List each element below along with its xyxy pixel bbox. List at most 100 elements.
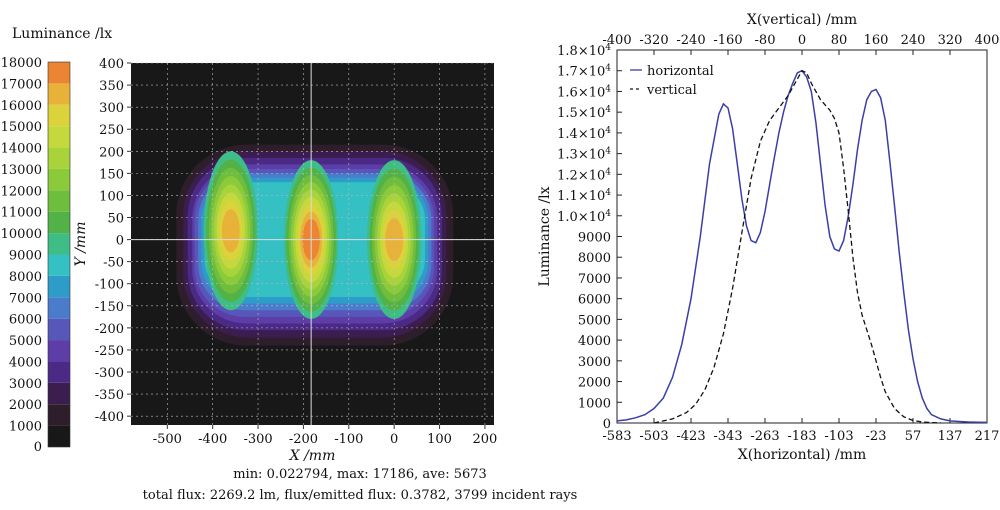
y-tick-label: 1.5×104 bbox=[557, 105, 611, 121]
colorbar-band bbox=[48, 104, 70, 127]
y-tick-label: 400 bbox=[99, 57, 124, 72]
colorbar-band bbox=[48, 62, 70, 84]
y-tick-label: -100 bbox=[95, 278, 124, 293]
x-tick-label: 100 bbox=[427, 432, 452, 447]
top-tick-label: 80 bbox=[831, 33, 848, 48]
contour-peak-band bbox=[221, 209, 240, 253]
top-tick-label: 240 bbox=[901, 33, 926, 48]
bottom-tick-label: 137 bbox=[938, 429, 963, 444]
y-tick-label: 0 bbox=[116, 234, 124, 249]
x-tick-label: -300 bbox=[243, 432, 272, 447]
colorbar-tick-label: 10000 bbox=[1, 227, 42, 242]
line-plot-panel: -583 -503 -423 -343 -263 -183 -103 -23 57 137 217 -… bbox=[537, 12, 999, 463]
bottom-tick-label: -183 bbox=[787, 429, 816, 444]
colorbar-band bbox=[48, 318, 70, 341]
colorbar-tick-label: 9000 bbox=[9, 249, 42, 264]
colorbar-band bbox=[48, 147, 70, 169]
y-tick-label: -350 bbox=[95, 388, 124, 403]
colorbar-tick-label: 11000 bbox=[1, 206, 42, 221]
colorbar-tick-label: 8000 bbox=[9, 270, 42, 285]
x-tick-label: -500 bbox=[153, 432, 182, 447]
colorbar-band bbox=[48, 425, 70, 447]
colorbar-tick-label: 15000 bbox=[1, 120, 42, 135]
plot-frame bbox=[616, 49, 988, 424]
bottom-tick-label: 217 bbox=[975, 429, 1000, 444]
y-axis-label: Y /mm bbox=[73, 222, 89, 267]
y-tick-label: 0 bbox=[603, 417, 611, 432]
bottom-tick-label: -263 bbox=[750, 429, 779, 444]
y-tick-label: 1.8×104 bbox=[557, 43, 611, 59]
colorbar-tick-label: 0 bbox=[34, 440, 42, 455]
colorbar-band bbox=[48, 233, 70, 255]
bottom-tick-label: -103 bbox=[824, 429, 853, 444]
y-tick-label: -300 bbox=[95, 366, 124, 381]
colorbar-tick-label: 14000 bbox=[1, 142, 42, 157]
y-tick-label: 1.6×104 bbox=[557, 84, 611, 100]
colorbar-tick-label: 3000 bbox=[9, 377, 42, 392]
y-tick-label: 150 bbox=[99, 167, 124, 182]
heatmap-field bbox=[176, 144, 454, 346]
y-tick-label: 6000 bbox=[578, 293, 611, 308]
top-tick-label: 400 bbox=[975, 33, 1000, 48]
y-tick-label: 9000 bbox=[578, 231, 611, 246]
y-tick-label: 100 bbox=[99, 189, 124, 204]
colorbar-tick-label: 7000 bbox=[9, 291, 42, 306]
y-tick-label: 1.2×104 bbox=[557, 167, 611, 183]
top-tick-label: -80 bbox=[755, 33, 776, 48]
series-line-vertical bbox=[653, 69, 941, 424]
stats-line-1: min: 0.022794, max: 17186, ave: 5673 bbox=[233, 467, 487, 482]
colorbar-band bbox=[48, 297, 70, 319]
bottom-axis-label: X(horizontal) /mm bbox=[738, 447, 867, 463]
colorbar-band bbox=[48, 254, 70, 276]
colorbar-band bbox=[48, 126, 70, 148]
y-tick-label: 1.4×104 bbox=[557, 126, 611, 142]
colorbar-tick-label: 16000 bbox=[1, 99, 42, 114]
bottom-tick-label: -343 bbox=[713, 429, 742, 444]
legend-label-horizontal: horizontal bbox=[647, 64, 714, 79]
y-tick-label: -150 bbox=[95, 300, 124, 315]
y-tick-label: 7000 bbox=[578, 272, 611, 287]
top-tick-label: 0 bbox=[798, 33, 806, 48]
y-tick-label: 300 bbox=[99, 101, 124, 116]
y-tick-label: 1.0×104 bbox=[557, 209, 611, 225]
y-tick-label: 1000 bbox=[578, 396, 611, 411]
y-tick-label: -400 bbox=[95, 410, 124, 425]
y-tick-label: 250 bbox=[99, 123, 124, 138]
colorbar-band bbox=[48, 168, 70, 191]
x-tick-label: 200 bbox=[473, 432, 498, 447]
x-tick-label: 0 bbox=[390, 432, 398, 447]
colorbar-band bbox=[48, 211, 70, 234]
colorbar-tick-label: 5000 bbox=[9, 334, 42, 349]
y-tick-label: 350 bbox=[99, 79, 124, 94]
top-tick-label: -320 bbox=[639, 33, 668, 48]
colorbar: 0 1000 2000 3000 4000 5000 6000 7000 8000 9000 100… bbox=[1, 56, 71, 455]
series-line-horizontal bbox=[616, 69, 988, 424]
colorbar-band bbox=[48, 382, 70, 405]
colorbar-tick-label: 4000 bbox=[9, 355, 42, 370]
bottom-tick-label: -423 bbox=[676, 429, 705, 444]
top-axis-label: X(vertical) /mm bbox=[747, 12, 857, 28]
colorbar-tick-label: 13000 bbox=[1, 163, 42, 178]
y-tick-label: 8000 bbox=[578, 251, 611, 266]
colorbar-tick-label: 17000 bbox=[1, 77, 42, 92]
top-tick-label: -160 bbox=[713, 33, 742, 48]
y-tick-label: 5000 bbox=[578, 313, 611, 328]
y-tick-label: 50 bbox=[107, 212, 124, 227]
top-tick-label: -240 bbox=[676, 33, 705, 48]
x-tick-label: -200 bbox=[289, 432, 318, 447]
colorbar-band bbox=[48, 190, 70, 212]
bottom-tick-label: -23 bbox=[866, 429, 887, 444]
y-axis-label: Luminance /lx bbox=[537, 186, 553, 286]
y-tick-label: -200 bbox=[95, 322, 124, 337]
y-tick-label: 1.1×104 bbox=[557, 188, 611, 204]
top-tick-label: 160 bbox=[864, 33, 889, 48]
colorbar-tick-label: 2000 bbox=[9, 398, 42, 413]
colorbar-band bbox=[48, 83, 70, 105]
y-tick-label: -250 bbox=[95, 344, 124, 359]
colorbar-tick-label: 12000 bbox=[1, 184, 42, 199]
top-tick-label: -400 bbox=[602, 33, 631, 48]
y-tick-label: 200 bbox=[99, 145, 124, 160]
x-axis-label: X /mm bbox=[289, 448, 336, 464]
x-tick-label: -100 bbox=[334, 432, 363, 447]
